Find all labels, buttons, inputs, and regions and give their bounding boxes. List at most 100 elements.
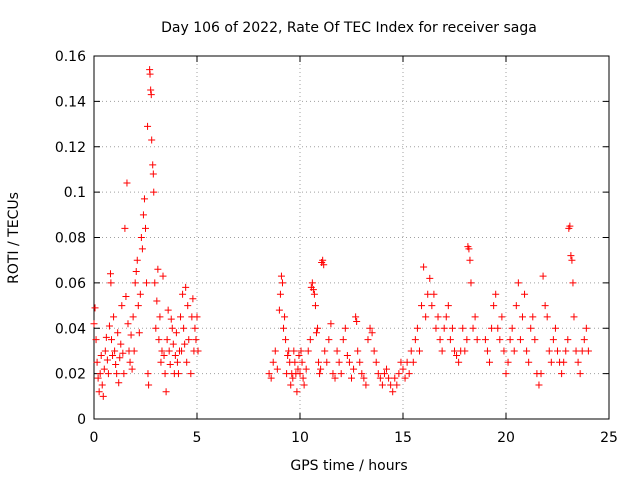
data-point xyxy=(568,256,576,264)
data-point xyxy=(101,347,109,355)
data-point xyxy=(527,324,535,332)
y-tick-label: 0.14 xyxy=(55,94,86,110)
data-point xyxy=(106,270,114,278)
data-point xyxy=(154,265,162,273)
data-point xyxy=(411,336,419,344)
data-point xyxy=(165,347,173,355)
data-point xyxy=(117,340,125,348)
data-point xyxy=(370,347,378,355)
x-tick-label: 20 xyxy=(497,430,515,446)
data-point xyxy=(401,374,409,382)
data-point xyxy=(138,245,146,253)
y-tick-label: 0.02 xyxy=(55,367,86,383)
data-point xyxy=(306,336,314,344)
data-point xyxy=(102,333,110,341)
data-point xyxy=(162,388,170,396)
data-point xyxy=(280,324,288,332)
data-point xyxy=(299,374,307,382)
data-point xyxy=(91,304,99,312)
data-point xyxy=(516,336,524,344)
data-point xyxy=(564,336,572,344)
data-point xyxy=(291,358,299,366)
data-point xyxy=(166,361,174,369)
data-point xyxy=(148,136,156,144)
data-point xyxy=(512,302,520,310)
data-point xyxy=(99,392,107,400)
data-point xyxy=(123,179,131,187)
data-point xyxy=(289,374,297,382)
data-point xyxy=(574,358,582,366)
data-point xyxy=(383,365,391,373)
data-point xyxy=(320,261,328,269)
data-point xyxy=(116,354,124,362)
data-point xyxy=(267,374,275,382)
data-point xyxy=(312,329,320,337)
data-point xyxy=(508,324,516,332)
data-point xyxy=(136,290,144,298)
data-point xyxy=(113,370,121,378)
data-point xyxy=(451,347,458,355)
data-point xyxy=(434,313,442,321)
data-point xyxy=(94,374,102,382)
data-point xyxy=(314,324,322,332)
data-point xyxy=(163,336,171,344)
data-point xyxy=(189,295,197,303)
data-point xyxy=(142,224,149,232)
data-point xyxy=(337,370,345,378)
data-point xyxy=(130,347,138,355)
data-point xyxy=(122,292,130,300)
data-point xyxy=(436,336,444,344)
data-point xyxy=(582,324,590,332)
data-point xyxy=(151,279,159,287)
data-point xyxy=(157,358,165,366)
data-point xyxy=(465,245,473,253)
data-point xyxy=(127,331,135,339)
data-point xyxy=(428,302,436,310)
data-point xyxy=(481,336,489,344)
data-point xyxy=(164,306,172,314)
data-point xyxy=(473,336,481,344)
data-point xyxy=(566,222,574,230)
data-point xyxy=(397,358,405,366)
data-point xyxy=(372,358,380,366)
data-point xyxy=(139,211,147,219)
data-point xyxy=(111,347,119,355)
data-point xyxy=(547,358,555,366)
data-point xyxy=(483,347,491,355)
data-point xyxy=(105,322,113,330)
data-point xyxy=(174,370,182,378)
chart-title: Day 106 of 2022, Rate Of TEC Index for r… xyxy=(161,20,537,36)
y-tick-label: 0.16 xyxy=(55,49,86,65)
data-point xyxy=(551,324,559,332)
data-point xyxy=(297,347,305,355)
data-point xyxy=(391,374,399,382)
data-point xyxy=(185,336,193,344)
data-point xyxy=(143,279,151,287)
grid xyxy=(94,56,609,419)
data-point xyxy=(160,351,168,359)
data-point xyxy=(161,370,169,378)
data-point xyxy=(275,306,283,314)
data-point xyxy=(273,365,281,373)
data-point xyxy=(265,370,273,378)
data-point xyxy=(376,374,384,382)
y-tick-label: 0.12 xyxy=(55,140,86,156)
data-point xyxy=(181,340,189,348)
data-point xyxy=(107,279,115,287)
data-point xyxy=(393,381,401,389)
data-point xyxy=(294,365,302,373)
data-point xyxy=(134,302,142,310)
data-point xyxy=(455,358,463,366)
data-point xyxy=(180,324,188,332)
data-point xyxy=(147,91,155,99)
data-point xyxy=(407,347,415,355)
data-point xyxy=(569,279,577,287)
y-tick-label: 0 xyxy=(77,412,86,428)
data-point xyxy=(277,272,285,280)
data-point xyxy=(295,351,303,359)
data-point xyxy=(114,329,122,337)
data-point xyxy=(541,302,549,310)
data-point xyxy=(118,302,126,310)
data-point xyxy=(543,313,551,321)
data-point xyxy=(179,290,187,298)
